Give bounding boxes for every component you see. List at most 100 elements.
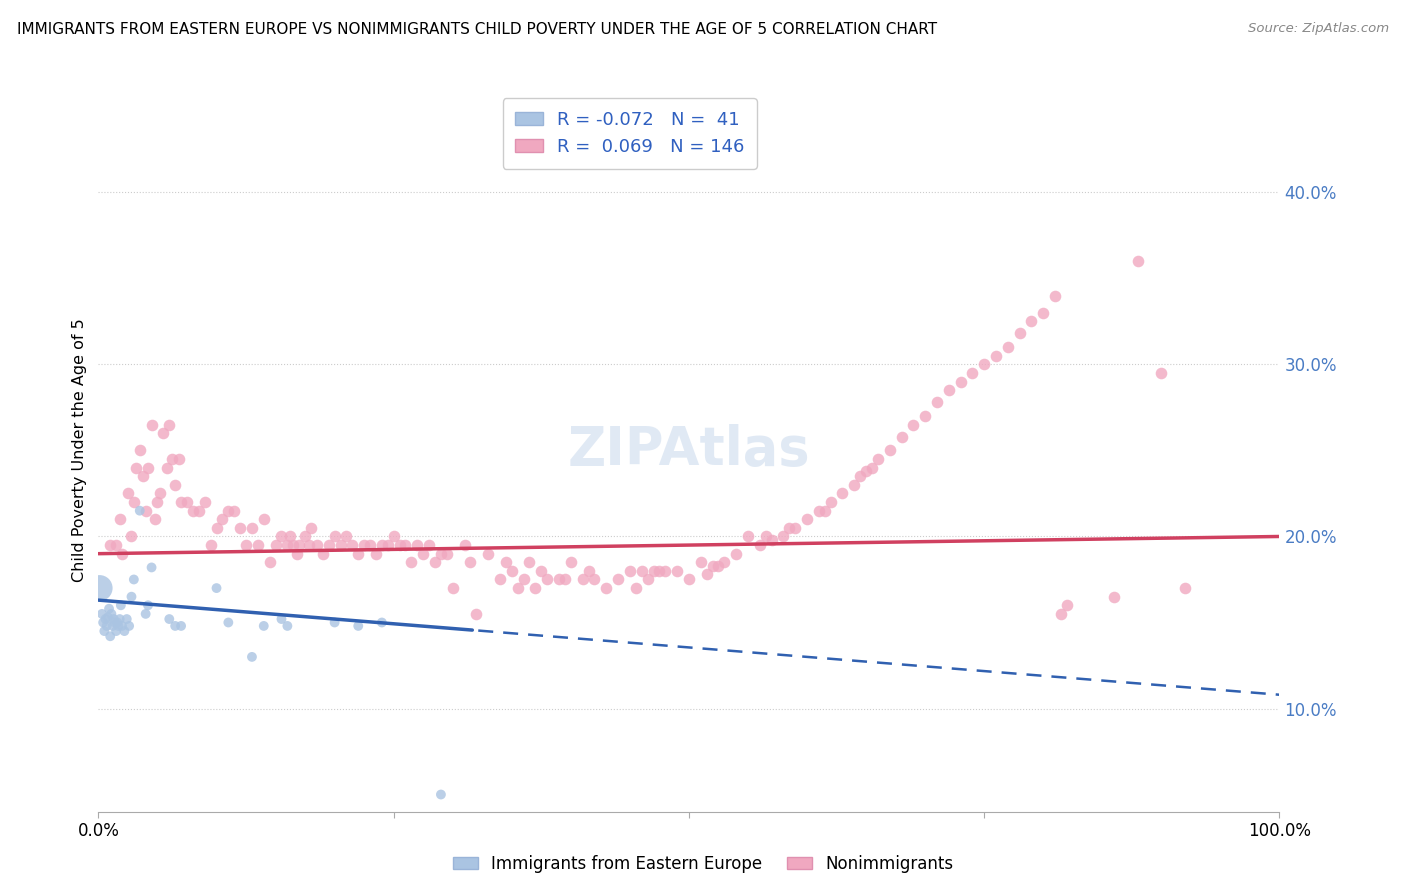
Point <box>737 529 759 543</box>
Point <box>997 340 1019 354</box>
Point <box>772 529 794 543</box>
Point <box>160 452 183 467</box>
Point <box>666 564 689 578</box>
Point <box>707 558 730 573</box>
Point <box>167 452 190 467</box>
Point <box>89 581 111 595</box>
Point <box>128 443 150 458</box>
Legend: Immigrants from Eastern Europe, Nonimmigrants: Immigrants from Eastern Europe, Nonimmig… <box>446 848 960 880</box>
Point <box>1174 581 1197 595</box>
Point <box>96 619 118 633</box>
Point <box>211 512 233 526</box>
Point <box>560 555 582 569</box>
Point <box>755 529 778 543</box>
Point <box>335 529 357 543</box>
Point <box>371 615 394 630</box>
Point <box>423 555 446 569</box>
Point <box>879 443 901 458</box>
Point <box>117 486 139 500</box>
Point <box>654 564 676 578</box>
Point <box>294 529 316 543</box>
Point <box>136 599 159 613</box>
Point <box>814 503 837 517</box>
Point <box>347 547 370 561</box>
Point <box>235 538 257 552</box>
Point <box>1032 306 1054 320</box>
Point <box>607 573 630 587</box>
Point <box>128 503 150 517</box>
Point <box>135 607 157 621</box>
Point <box>453 538 475 552</box>
Point <box>246 538 269 552</box>
Point <box>890 430 912 444</box>
Point <box>831 486 853 500</box>
Point <box>371 538 394 552</box>
Point <box>495 555 517 569</box>
Point <box>98 601 121 615</box>
Point <box>205 581 228 595</box>
Point <box>761 533 783 547</box>
Point <box>903 417 925 432</box>
Point <box>194 495 217 509</box>
Point <box>111 547 134 561</box>
Point <box>103 612 125 626</box>
Text: Source: ZipAtlas.com: Source: ZipAtlas.com <box>1249 22 1389 36</box>
Point <box>624 581 647 595</box>
Point <box>112 624 135 639</box>
Point <box>849 469 872 483</box>
Point <box>205 521 228 535</box>
Point <box>696 567 718 582</box>
Point <box>342 538 364 552</box>
Y-axis label: Child Poverty Under the Age of 5: Child Poverty Under the Age of 5 <box>72 318 87 582</box>
Point <box>94 612 117 626</box>
Point <box>97 610 120 624</box>
Point <box>105 615 128 630</box>
Point <box>785 521 807 535</box>
Point <box>187 503 209 517</box>
Point <box>283 538 305 552</box>
Point <box>578 564 600 578</box>
Text: ZIPAtlas: ZIPAtlas <box>568 425 810 476</box>
Point <box>702 558 724 573</box>
Point <box>108 612 131 626</box>
Point <box>678 573 700 587</box>
Point <box>240 521 263 535</box>
Point <box>1102 590 1125 604</box>
Point <box>501 564 523 578</box>
Point <box>105 624 128 639</box>
Point <box>418 538 440 552</box>
Point <box>165 478 187 492</box>
Point <box>619 564 641 578</box>
Point <box>536 573 558 587</box>
Point <box>962 366 984 380</box>
Point <box>401 555 423 569</box>
Point <box>264 538 287 552</box>
Point <box>530 564 553 578</box>
Point <box>725 547 748 561</box>
Point <box>820 495 842 509</box>
Point <box>104 615 127 630</box>
Point <box>1056 599 1078 613</box>
Point <box>630 564 652 578</box>
Point <box>146 495 169 509</box>
Point <box>118 619 141 633</box>
Point <box>778 521 800 535</box>
Point <box>141 417 163 432</box>
Point <box>949 375 972 389</box>
Point <box>855 464 877 478</box>
Point <box>441 581 464 595</box>
Point <box>105 538 128 552</box>
Point <box>121 529 143 543</box>
Point <box>149 486 172 500</box>
Point <box>866 452 889 467</box>
Point <box>643 564 665 578</box>
Point <box>181 503 204 517</box>
Point <box>93 624 115 639</box>
Point <box>157 417 180 432</box>
Point <box>748 538 770 552</box>
Point <box>364 547 387 561</box>
Point <box>519 555 541 569</box>
Point <box>276 619 298 633</box>
Point <box>259 555 281 569</box>
Point <box>98 538 121 552</box>
